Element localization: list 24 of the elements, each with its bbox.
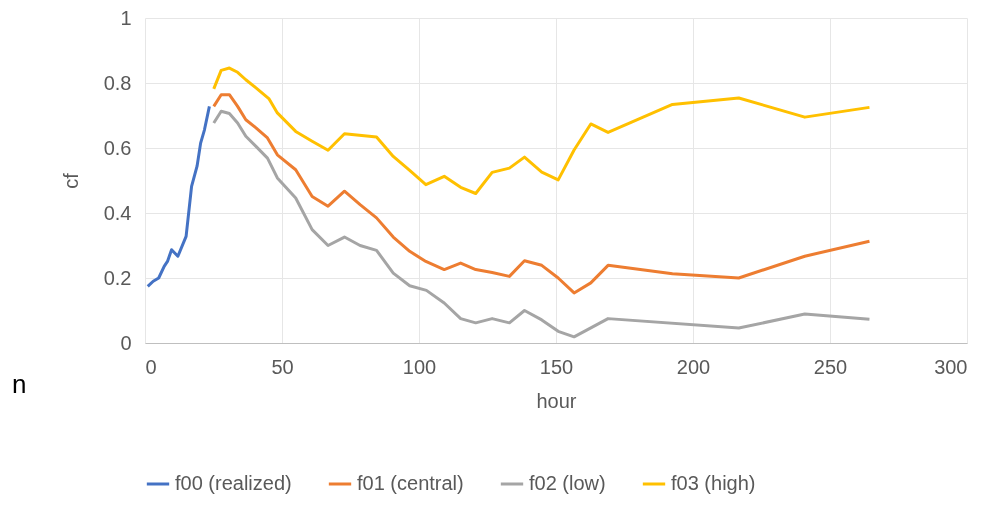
x-tick-label: 50	[271, 355, 294, 378]
y-tick-label: 0.4	[103, 201, 132, 224]
legend-label: f01 (central)	[357, 472, 464, 494]
y-axis-title: cf	[59, 172, 82, 189]
x-axis-title: hour	[536, 389, 577, 412]
x-tick-label: 250	[813, 355, 848, 378]
line-series	[212, 109, 871, 339]
legend-label: f02 (low)	[529, 472, 606, 494]
y-tick-label: 0.8	[103, 71, 132, 94]
x-tick-label: 100	[402, 355, 437, 378]
x-tick-label: 300	[934, 355, 968, 378]
legend-label: f03 (high)	[671, 472, 756, 494]
y-tick-label: 0.2	[103, 266, 132, 289]
line-series	[212, 66, 871, 195]
line-series	[146, 104, 211, 288]
y-tick-label: 1	[120, 6, 132, 29]
x-tick-label: 0	[145, 355, 157, 378]
line-series	[212, 93, 871, 295]
y-tick-label: 0	[120, 331, 132, 354]
x-tick-label: 150	[539, 355, 574, 378]
text: n	[12, 369, 27, 399]
legend-label: f00 (realized)	[175, 472, 292, 494]
y-tick-label: 0.6	[103, 136, 132, 159]
x-tick-label: 200	[676, 355, 711, 378]
